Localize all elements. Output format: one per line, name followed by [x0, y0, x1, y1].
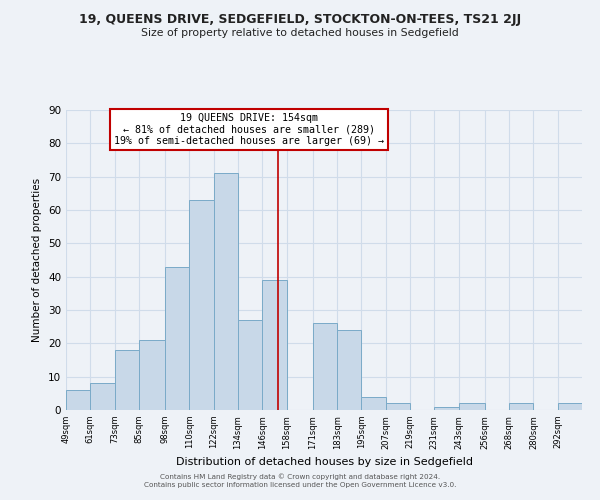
Bar — [361, 396, 386, 410]
Bar — [190, 200, 214, 410]
Text: 19, QUEENS DRIVE, SEDGEFIELD, STOCKTON-ON-TEES, TS21 2JJ: 19, QUEENS DRIVE, SEDGEFIELD, STOCKTON-O… — [79, 12, 521, 26]
Bar — [214, 174, 238, 410]
Bar — [238, 320, 262, 410]
Bar — [139, 340, 165, 410]
Bar — [313, 324, 337, 410]
Bar — [262, 280, 287, 410]
Bar — [434, 406, 458, 410]
Bar — [66, 390, 90, 410]
Text: Contains HM Land Registry data © Crown copyright and database right 2024.
Contai: Contains HM Land Registry data © Crown c… — [144, 474, 456, 488]
Bar — [90, 384, 115, 410]
Bar — [458, 404, 485, 410]
Text: 19 QUEENS DRIVE: 154sqm
← 81% of detached houses are smaller (289)
19% of semi-d: 19 QUEENS DRIVE: 154sqm ← 81% of detache… — [114, 113, 384, 146]
Bar — [115, 350, 139, 410]
X-axis label: Distribution of detached houses by size in Sedgefield: Distribution of detached houses by size … — [176, 457, 473, 467]
Bar — [165, 266, 190, 410]
Bar — [386, 404, 410, 410]
Bar — [509, 404, 533, 410]
Y-axis label: Number of detached properties: Number of detached properties — [32, 178, 43, 342]
Text: Size of property relative to detached houses in Sedgefield: Size of property relative to detached ho… — [141, 28, 459, 38]
Bar — [558, 404, 582, 410]
Bar — [337, 330, 361, 410]
